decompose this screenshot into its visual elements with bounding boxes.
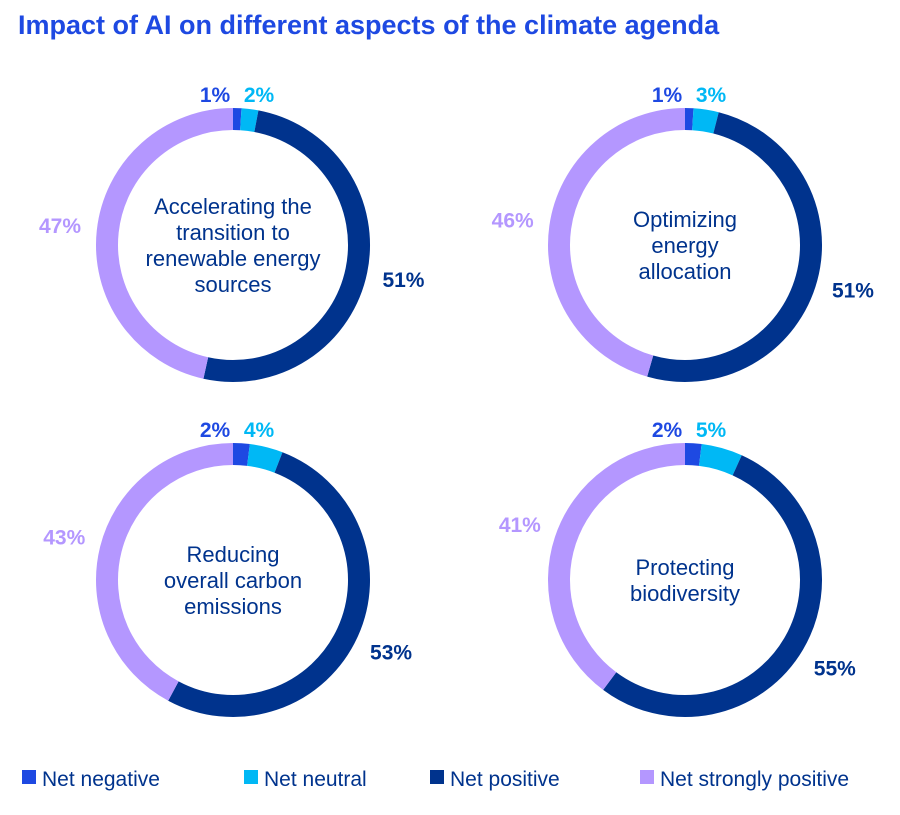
legend-swatch (22, 770, 36, 784)
donut-segment-net-positive (647, 112, 822, 382)
donut-center-label: emissions (184, 594, 282, 619)
legend-label: Net strongly positive (660, 768, 850, 791)
donut-center-label: Accelerating the (154, 194, 312, 219)
donut-center-label: overall carbon (164, 568, 302, 593)
data-label: 43% (43, 527, 85, 550)
donut-center-label: sources (194, 272, 271, 297)
donut-center-label: renewable energy (146, 246, 321, 271)
donut-segment-net-negative (684, 443, 702, 466)
donut-segment-net-neutral (698, 444, 742, 476)
donut-segment-net-neutral (691, 108, 719, 134)
legend-label: Net neutral (264, 768, 367, 791)
donut-segment-net-positive (203, 110, 370, 382)
legend-swatch (430, 770, 444, 784)
donut-segment-net-positive (603, 455, 822, 717)
data-label: 1% (652, 84, 683, 107)
data-label: 2% (200, 419, 231, 442)
legend-item: Net strongly positive (640, 768, 849, 792)
donut-segment-net-strongly-positive (548, 108, 686, 377)
data-label: 4% (244, 419, 275, 442)
legend-item: Net positive (430, 768, 560, 792)
data-label: 2% (652, 419, 683, 442)
data-label: 51% (832, 279, 874, 302)
legend-label: Net negative (42, 768, 160, 791)
donut-center-label: Optimizing (633, 207, 737, 232)
legend-swatch (640, 770, 654, 784)
chart-title: Impact of AI on different aspects of the… (18, 10, 720, 40)
data-label: 53% (370, 642, 412, 665)
data-label: 51% (382, 269, 424, 292)
data-label: 1% (200, 84, 231, 107)
donut-center-label: biodiversity (630, 581, 740, 606)
donut-segment-net-strongly-positive (96, 443, 234, 701)
legend-item: Net neutral (244, 768, 367, 792)
data-label: 2% (244, 84, 275, 107)
donut-segment-net-negative (232, 443, 250, 466)
donut-center-label: Reducing (187, 542, 280, 567)
donut-segment-net-positive (168, 452, 370, 717)
data-label: 3% (696, 84, 727, 107)
legend: Net negative Net neutral Net positive Net s… (0, 768, 900, 798)
data-label: 5% (696, 419, 727, 442)
donut-center-label: energy (651, 233, 718, 258)
donut-segment-net-strongly-positive (96, 108, 234, 379)
donut-center-label: transition to (176, 220, 290, 245)
donut-segment-net-neutral (239, 108, 259, 133)
donut-center-label: allocation (639, 259, 732, 284)
data-label: 47% (39, 215, 81, 238)
data-label: 41% (499, 514, 541, 537)
legend-label: Net positive (450, 768, 560, 791)
donut-segment-net-neutral (246, 444, 283, 473)
legend-swatch (244, 770, 258, 784)
data-label: 46% (492, 210, 534, 233)
legend-item: Net negative (22, 768, 160, 792)
donut-center-label: Protecting (635, 555, 734, 580)
data-label: 55% (814, 658, 856, 681)
donut-segment-net-strongly-positive (548, 443, 686, 690)
